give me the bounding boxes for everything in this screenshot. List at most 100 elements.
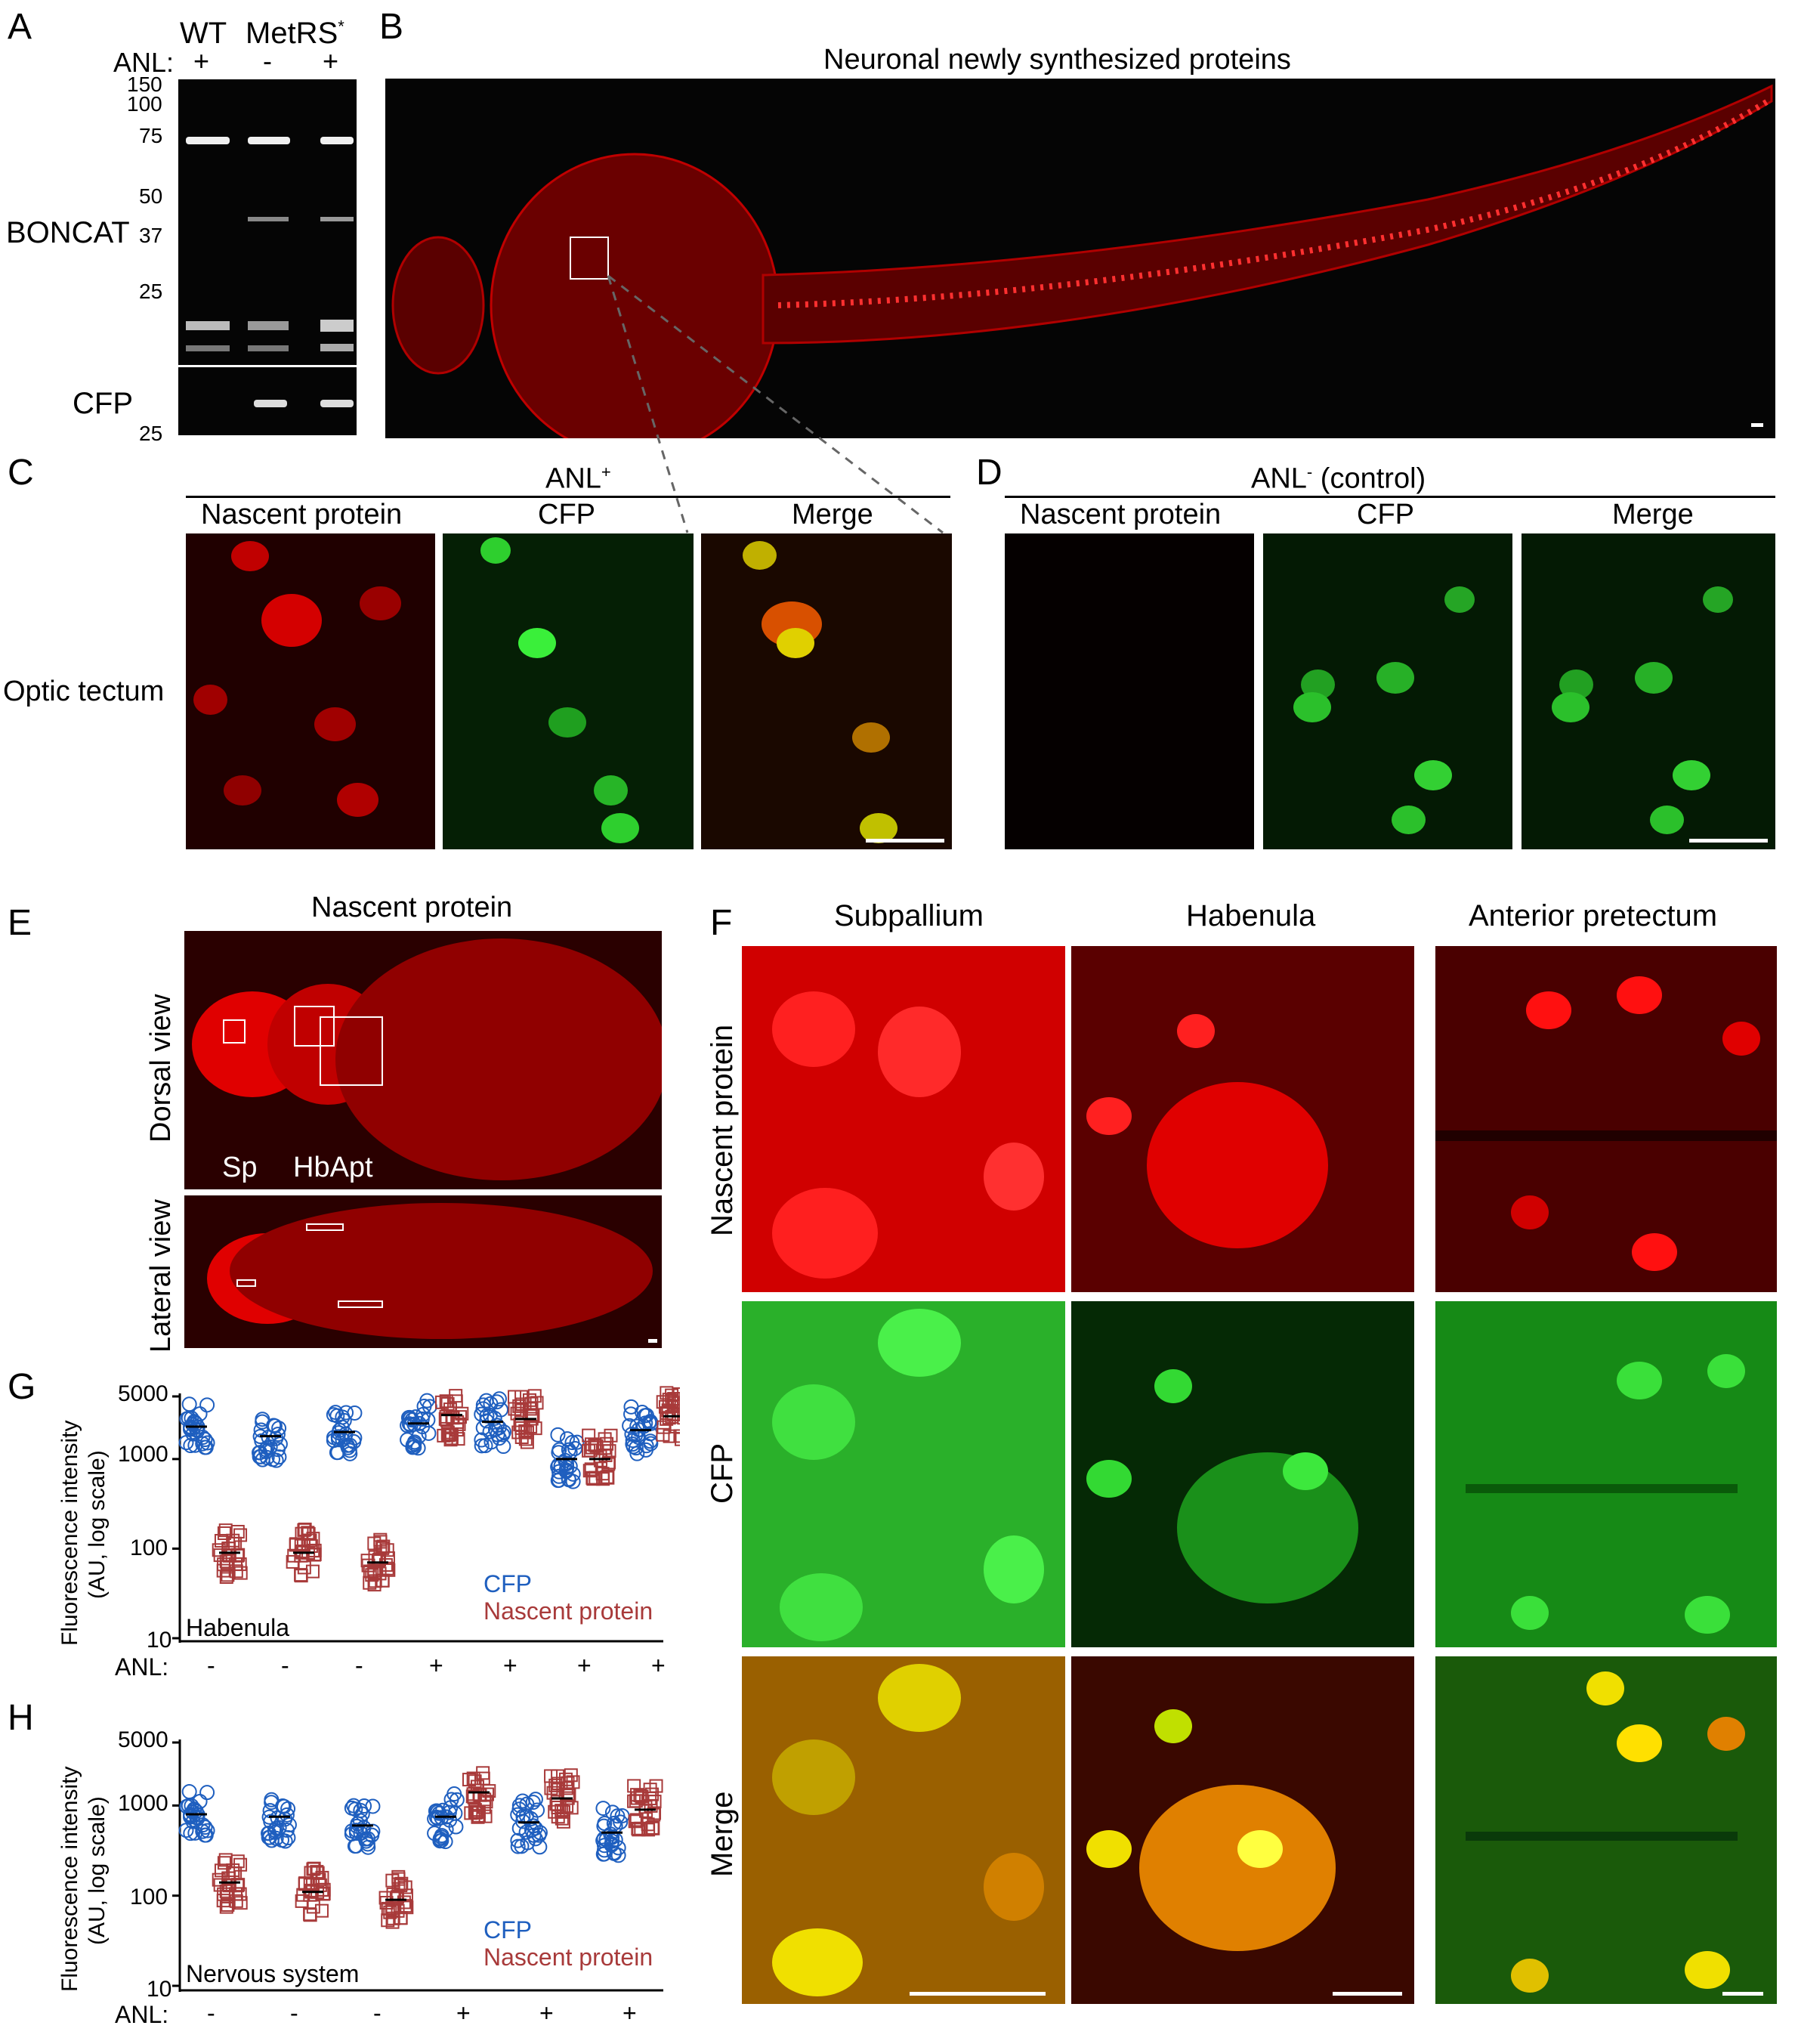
anl-value: - [207, 1652, 215, 1679]
western-blot-cfp [178, 367, 357, 435]
cfp-point [255, 1414, 270, 1430]
nascent-point [391, 1877, 406, 1891]
row-label-optic-tectum: Optic tectum [3, 676, 165, 707]
nascent-point [317, 1886, 331, 1900]
nascent-point [382, 1563, 396, 1577]
image-d-nascent [1005, 533, 1254, 849]
nascent-point [383, 1905, 397, 1919]
anl-value: + [623, 1999, 637, 2027]
scale-bar [1751, 423, 1763, 427]
chart-h [172, 1739, 663, 1992]
nascent-point [365, 1568, 379, 1582]
nascent-point [380, 1543, 394, 1557]
nascent-point [673, 1429, 680, 1443]
nascent-point [212, 1543, 226, 1557]
nascent-point [314, 1903, 329, 1918]
image-f-pretectum-cfp [1435, 1301, 1777, 1647]
cfp-point [198, 1827, 214, 1843]
nascent-point [471, 1810, 485, 1824]
anl-value: - [207, 1999, 215, 2027]
y-tick-label: 1000 [118, 1791, 168, 1816]
y-tick-label: 5000 [118, 1727, 168, 1752]
y-tick-label: 100 [130, 1535, 168, 1560]
scale-bar [1333, 1992, 1402, 1996]
label-sp: Sp [222, 1152, 258, 1183]
col-label: Habenula [1186, 899, 1316, 932]
cfp-point [595, 1846, 611, 1862]
nascent-point [397, 1895, 411, 1909]
nascent-point [478, 1809, 493, 1823]
legend-cfp: CFP [483, 1916, 532, 1944]
scale-bar [866, 839, 944, 843]
nascent-point [666, 1396, 680, 1410]
nascent-point [307, 1548, 322, 1562]
anl-value: + [577, 1652, 592, 1679]
nascent-point [473, 1788, 487, 1802]
cfp-point [266, 1418, 282, 1433]
nascent-point [222, 1542, 236, 1556]
anl-value: + [456, 1999, 471, 2027]
nascent-point [638, 1800, 653, 1814]
image-f-subpallium-cfp [742, 1301, 1065, 1647]
cfp-point [510, 1838, 526, 1854]
panel-label-e: E [8, 903, 32, 943]
image-c-merge [701, 533, 952, 849]
cfp-point [199, 1785, 215, 1801]
anl-value: - [355, 1652, 363, 1679]
panel-label-b: B [379, 7, 404, 47]
chart-g [172, 1386, 680, 1643]
y-tick-label: 10 [147, 1628, 172, 1653]
cfp-point [183, 1438, 199, 1454]
nascent-point [524, 1396, 539, 1411]
nascent-point [440, 1396, 455, 1411]
nascent-point [584, 1462, 598, 1477]
nascent-point [306, 1900, 320, 1914]
nascent-point [527, 1389, 542, 1403]
nascent-point [306, 1862, 320, 1876]
cfp-point [348, 1838, 364, 1854]
image-d-merge [1522, 533, 1775, 849]
anl-value: + [323, 45, 339, 76]
cfp-point [421, 1425, 437, 1441]
cfp-point [432, 1831, 448, 1847]
nascent-point [630, 1791, 644, 1805]
region-label: Habenula [186, 1614, 289, 1641]
header-rule [186, 496, 950, 498]
cfp-point [198, 1439, 214, 1455]
nascent-point [367, 1578, 382, 1592]
cfp-point [274, 1832, 290, 1848]
nascent-point [585, 1470, 600, 1485]
nascent-point [476, 1771, 490, 1786]
cfp-point [550, 1427, 566, 1443]
cfp-point [565, 1466, 581, 1482]
nascent-point [466, 1771, 480, 1786]
mw-marker: 150 [127, 73, 162, 96]
cfp-point [629, 1446, 645, 1461]
legend-cfp: CFP [483, 1570, 532, 1597]
nascent-point [604, 1428, 618, 1443]
nascent-point [635, 1789, 649, 1804]
y-tick-label: 1000 [118, 1442, 168, 1467]
image-c-nascent [186, 533, 435, 849]
cfp-point [187, 1801, 202, 1817]
cfp-point [604, 1837, 619, 1853]
cfp-point [416, 1398, 432, 1414]
nascent-point [233, 1566, 248, 1580]
cfp-point [478, 1393, 494, 1409]
nascent-point [585, 1440, 599, 1455]
anl-value: - [263, 45, 272, 76]
anl-value: - [373, 1999, 382, 2027]
cfp-point [184, 1416, 200, 1432]
nascent-point [676, 1398, 680, 1412]
nascent-point [229, 1894, 243, 1908]
cfp-point [443, 1800, 459, 1816]
scale-bar [1689, 839, 1768, 843]
image-d-cfp [1263, 533, 1512, 849]
panel-label-d: D [976, 453, 1002, 493]
cfp-point [475, 1397, 491, 1413]
nascent-point [656, 1420, 671, 1434]
cfp-point [510, 1807, 526, 1823]
cfp-point [195, 1823, 211, 1839]
row-label: Nascent protein [706, 1024, 739, 1236]
cfp-point [530, 1802, 545, 1818]
